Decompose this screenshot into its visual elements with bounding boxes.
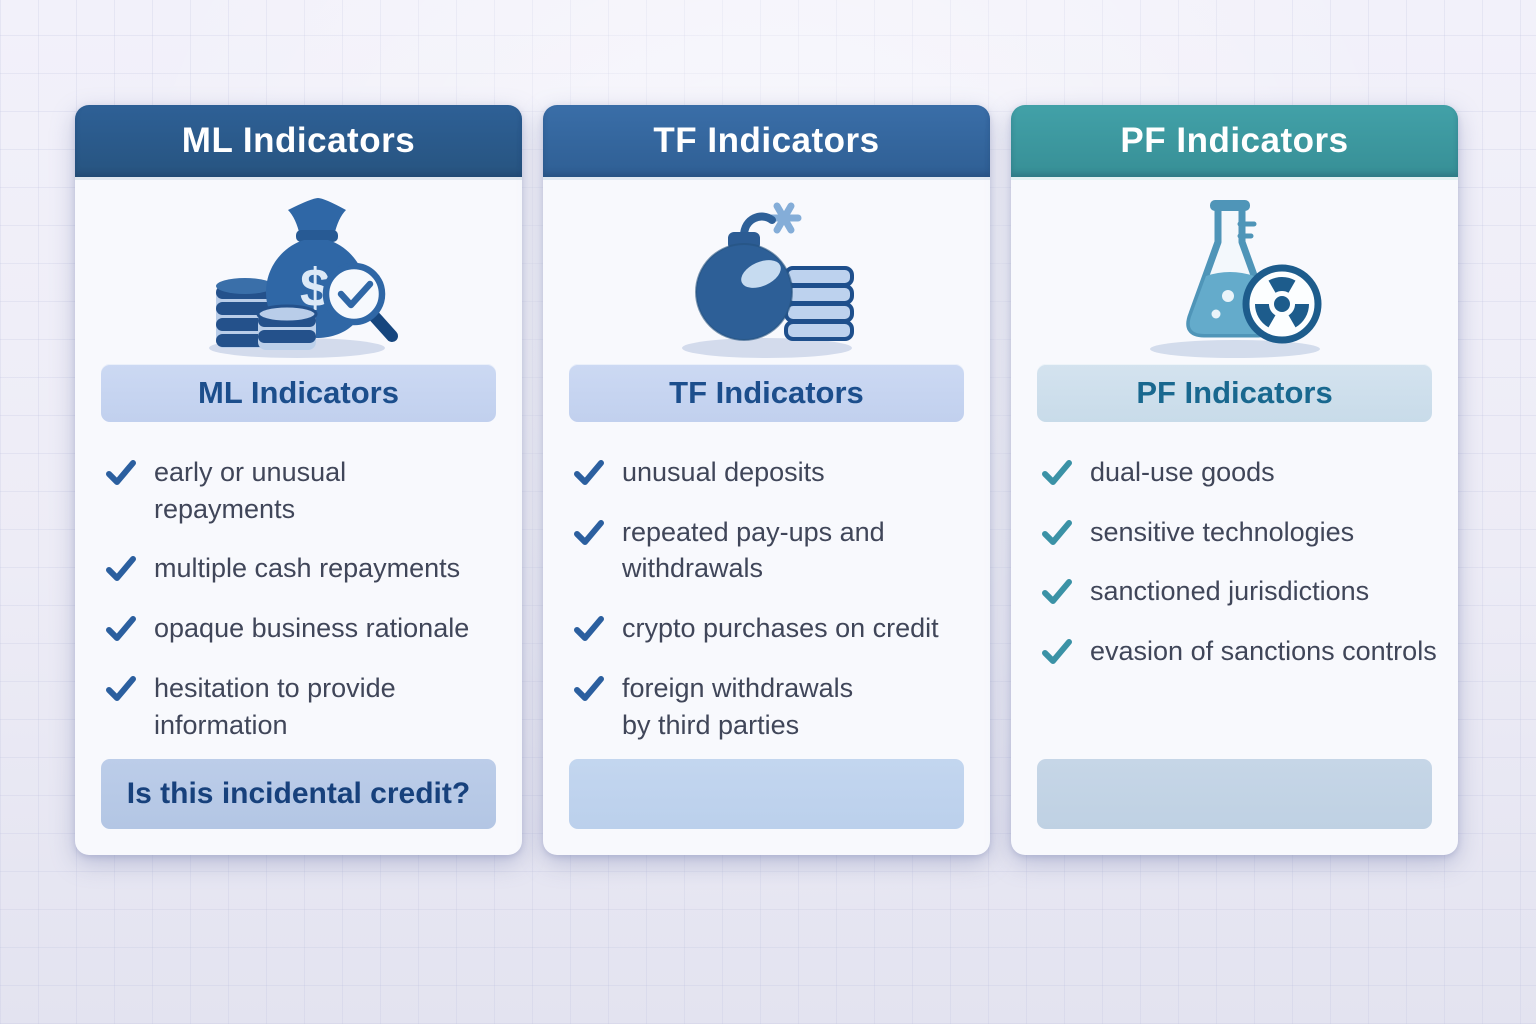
list-item-label: foreign withdrawals by third parties bbox=[622, 672, 854, 740]
card-pf-subheader-badge: PF Indicators bbox=[1037, 364, 1432, 422]
card-ml-subheader-badge: ML Indicators bbox=[101, 364, 496, 422]
money-bag-coins-magnifier-icon: $ bbox=[208, 198, 398, 358]
card-ml-question-banner: Is this incidental credit? bbox=[101, 759, 496, 829]
check-icon bbox=[106, 675, 136, 701]
list-item: multiple cash repayments bbox=[105, 550, 502, 587]
card-pf-icon-area bbox=[1011, 180, 1458, 358]
check-icon bbox=[1042, 460, 1072, 485]
check-icon bbox=[106, 556, 136, 582]
list-item-label: hesitation to provide information bbox=[154, 672, 396, 740]
card-ml-header: ML Indicators bbox=[75, 105, 522, 180]
check-icon bbox=[106, 460, 136, 485]
list-item-label: dual-use goods bbox=[1090, 457, 1275, 487]
check-icon bbox=[1042, 579, 1072, 605]
list-item: unusual deposits bbox=[573, 454, 970, 491]
card-tf-header-title: TF Indicators bbox=[653, 121, 880, 160]
check-icon bbox=[574, 675, 604, 701]
list-item: evasion of sanctions controls bbox=[1041, 633, 1438, 670]
list-item: hesitation to provide information bbox=[105, 670, 502, 743]
card-ml-indicators: ML Indicators $ bbox=[75, 105, 522, 855]
card-tf-checklist: unusual deposits repeated pay-ups and wi… bbox=[573, 454, 970, 743]
card-ml-question-text: Is this incidental credit? bbox=[126, 777, 471, 810]
card-ml-checklist: early or unusual repayments multiple cas… bbox=[105, 454, 502, 743]
card-tf-icon-area bbox=[543, 180, 990, 358]
check-icon bbox=[574, 616, 604, 642]
card-pf-subheader-label: PF Indicators bbox=[1136, 375, 1333, 410]
card-tf-subheader-label: TF Indicators bbox=[669, 375, 864, 410]
list-item-label: sensitive technologies bbox=[1090, 516, 1355, 547]
list-item: crypto purchases on credit bbox=[573, 610, 970, 647]
list-item-label: evasion of sanctions controls bbox=[1090, 636, 1437, 667]
card-pf-footer-bar bbox=[1037, 759, 1432, 829]
check-icon bbox=[106, 616, 136, 642]
check-icon bbox=[574, 460, 604, 485]
list-item: repeated pay-ups and withdrawals bbox=[573, 514, 970, 587]
card-tf-footer-bar bbox=[569, 759, 964, 829]
card-ml-subheader-label: ML Indicators bbox=[198, 375, 399, 410]
card-pf-header: PF Indicators bbox=[1011, 105, 1458, 180]
list-item: sanctioned jurisdictions bbox=[1041, 573, 1438, 610]
list-item-label: multiple cash repayments bbox=[154, 553, 461, 584]
list-item-label: sanctioned jurisdictions bbox=[1090, 576, 1370, 607]
card-ml-icon-area: $ bbox=[75, 180, 522, 358]
check-icon bbox=[1042, 639, 1072, 665]
list-item-label: repeated pay-ups and withdrawals bbox=[622, 516, 885, 584]
list-item: opaque business rationale bbox=[105, 610, 502, 647]
list-item-label: unusual deposits bbox=[622, 457, 825, 487]
card-tf-subheader-badge: TF Indicators bbox=[569, 364, 964, 422]
bomb-coins-icon bbox=[681, 202, 854, 358]
card-tf-indicators: TF Indicators bbox=[543, 105, 990, 855]
card-ml-header-title: ML Indicators bbox=[181, 121, 416, 160]
list-item: dual-use goods bbox=[1041, 454, 1438, 491]
flask-radiation-icon bbox=[1149, 200, 1321, 358]
list-item-label: crypto purchases on credit bbox=[622, 613, 939, 644]
list-item-label: opaque business rationale bbox=[154, 613, 470, 644]
card-pf-checklist: dual-use goods sensitive technologies sa… bbox=[1041, 454, 1438, 670]
list-item: foreign withdrawals by third parties bbox=[573, 670, 970, 743]
check-icon bbox=[574, 519, 604, 545]
card-tf-header: TF Indicators bbox=[543, 105, 990, 180]
card-pf-indicators: PF Indicators bbox=[1011, 105, 1458, 855]
indicator-cards-row: ML Indicators $ bbox=[75, 105, 1458, 855]
card-pf-header-title: PF Indicators bbox=[1120, 121, 1349, 160]
check-icon bbox=[1042, 519, 1072, 545]
list-item-label: early or unusual repayments bbox=[154, 457, 347, 524]
list-item: sensitive technologies bbox=[1041, 514, 1438, 551]
list-item: early or unusual repayments bbox=[105, 454, 502, 527]
